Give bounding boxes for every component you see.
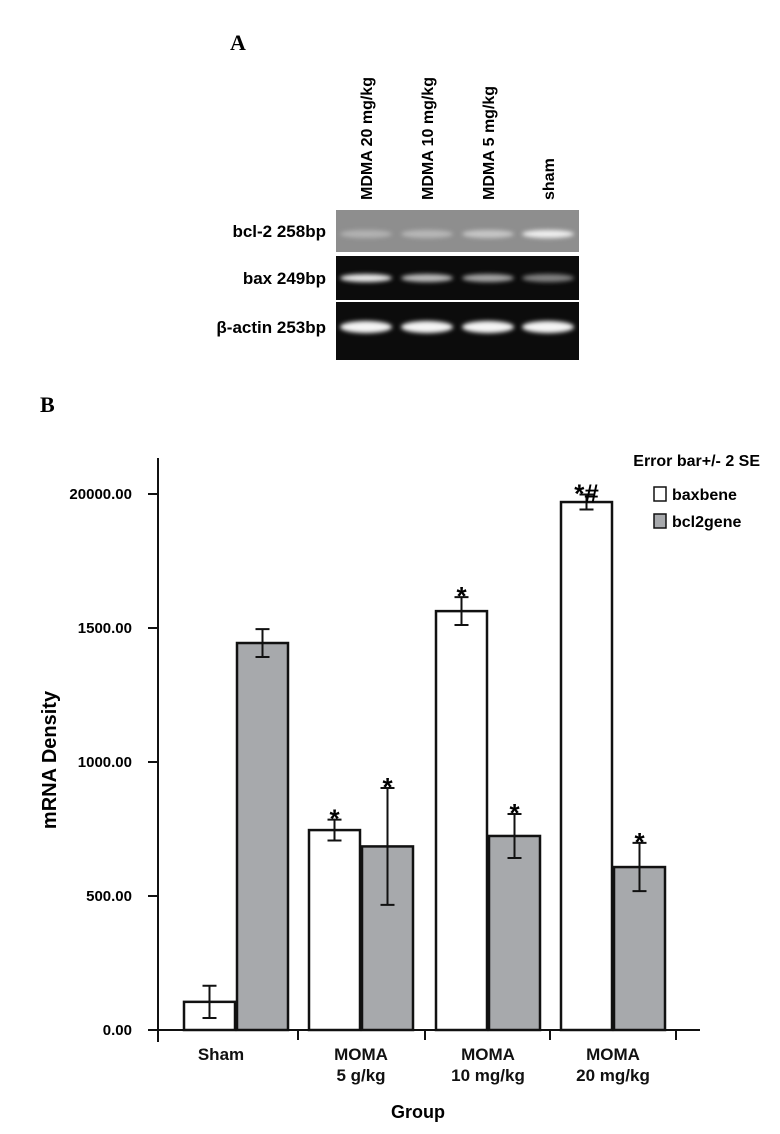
error-bar (454, 596, 469, 627)
lane-label: MDMA 5 mg/kg (481, 86, 498, 200)
gel-band (522, 321, 574, 333)
error-bar (380, 786, 395, 906)
lane-label: MDMA 20 mg/kg (359, 77, 376, 200)
significance-mark: * (382, 772, 393, 802)
significance-mark: * (634, 827, 645, 857)
y-tick-label: 20000.00 (69, 486, 132, 503)
gel-band (340, 274, 392, 282)
significance-mark: * (329, 804, 340, 834)
y-axis-label: mRNA Density (39, 690, 61, 829)
x-tick-label: Sham (197, 1045, 245, 1064)
x-tick-label: MOMA 10 mg/kg (451, 1045, 525, 1085)
row-label: bcl-2 258bp (232, 222, 326, 241)
gel-band (340, 321, 392, 333)
gel-band (401, 274, 453, 282)
bar (487, 834, 542, 1032)
x-axis-label: Group (391, 1102, 445, 1122)
x-tick-label: MOMA 20 mg/kg (576, 1045, 650, 1085)
legend-label: bcl2gene (672, 514, 741, 531)
row-label: bax 249bp (243, 269, 326, 288)
y-tick-label: 1500.00 (78, 620, 132, 637)
panel-label: A (230, 30, 246, 55)
y-tick-label: 0.00 (103, 1022, 132, 1039)
gel-band (462, 230, 514, 238)
error-bar (632, 841, 647, 893)
significance-mark: * (509, 798, 520, 828)
error-bar (507, 812, 522, 859)
gel-band (462, 274, 514, 282)
lane-label: sham (541, 158, 558, 200)
y-tick-label: 500.00 (86, 888, 132, 905)
row-label: β-actin 253bp (216, 318, 326, 337)
gel-band (522, 230, 574, 238)
x-tick-label: MOMA 5 g/kg (334, 1045, 388, 1085)
lane-label: MDMA 10 mg/kg (420, 77, 437, 200)
gel-band (401, 321, 453, 333)
gel-band (522, 274, 574, 282)
bar (434, 609, 489, 1032)
note: Error bar+/- 2 SE (633, 453, 760, 470)
error-bar (255, 628, 270, 658)
panel-label: B (40, 392, 55, 417)
bar (559, 500, 614, 1032)
bar (235, 641, 290, 1032)
y-tick-label: 1000.00 (78, 754, 132, 771)
error-bar (579, 493, 594, 511)
gel-band (340, 230, 392, 238)
error-bar (327, 818, 342, 842)
bar (307, 828, 362, 1032)
gel-band (401, 230, 453, 238)
legend-label: baxbene (672, 487, 737, 504)
gel-band (462, 321, 514, 333)
error-bar (202, 984, 217, 1019)
legend-swatch (653, 513, 667, 529)
legend-swatch (653, 486, 667, 502)
significance-mark: *# (574, 479, 599, 509)
significance-mark: * (456, 581, 467, 611)
